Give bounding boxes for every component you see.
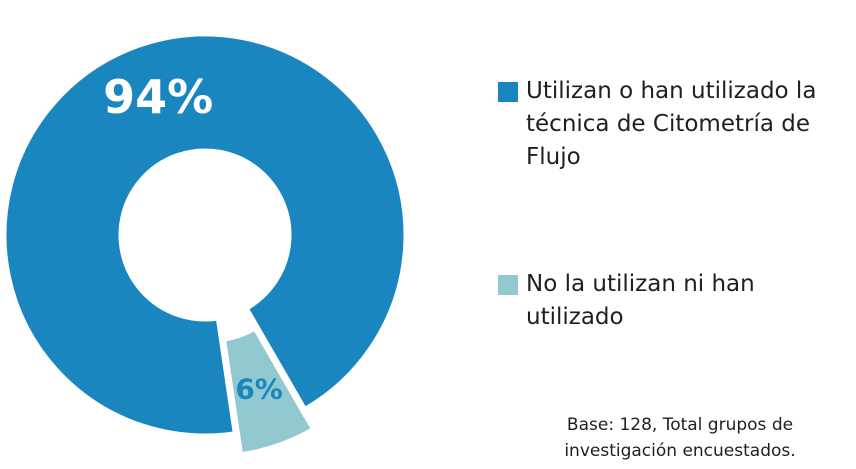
legend-swatch (498, 82, 518, 102)
note: Base: 128, Total grupos de investigación… (564, 415, 796, 461)
legend-item: Utilizan o han utilizado la técnica de C… (498, 75, 848, 174)
legend-label: No la utilizan ni han utilizado (526, 271, 755, 330)
donut-slice (222, 327, 315, 456)
legend-swatch (498, 275, 518, 295)
legend-item: No la utilizan ni han utilizado (498, 268, 848, 334)
value-label: 94% (103, 70, 213, 124)
donut-slice (3, 33, 407, 437)
legend-label: Utilizan o han utilizado la técnica de C… (526, 78, 817, 170)
value-label: 6% (235, 372, 283, 405)
